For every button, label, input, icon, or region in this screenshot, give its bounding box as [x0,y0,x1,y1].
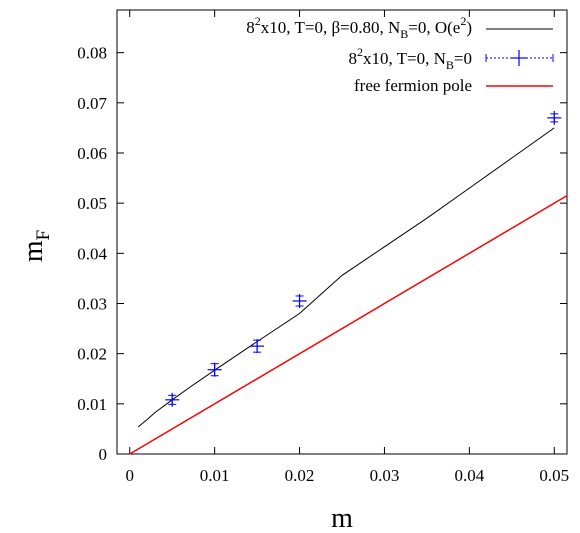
ticks [117,10,567,455]
series-line-3 [129,194,568,455]
y-tick-label: 0.03 [77,294,107,313]
y-tick-label: 0.07 [77,94,107,113]
data-point [250,339,265,354]
x-tick-label: 0.04 [454,466,484,485]
y-tick-label: 0.08 [77,44,107,63]
x-axis-label: m [331,503,353,533]
data-point [547,110,562,125]
y-tick-label: 0.05 [77,194,107,213]
data-point [292,293,307,308]
y-tick-label: 0.04 [77,244,107,263]
x-tick-label: 0.03 [370,466,400,485]
legend-label-3: free fermion pole [354,76,472,95]
plot-frame [116,9,568,455]
legend: 82x10, T=0, β=0.80, NB=0, O(e2) 82x10, T… [246,14,554,95]
x-tick-label: 0.02 [285,466,315,485]
y-tick-label: 0.02 [77,345,107,364]
series-line-1 [137,127,555,428]
x-tick-label: 0.05 [539,466,569,485]
x-tick-label: 0.01 [200,466,230,485]
legend-label-1: 82x10, T=0, β=0.80, NB=0, O(e2) [246,14,472,41]
series [129,110,568,455]
y-tick-label: 0.06 [77,144,107,163]
y-tick-label: 0.01 [77,395,107,414]
data-point [207,362,222,377]
data-point [165,392,180,407]
tick-labels: 0 0.01 0.02 0.03 0.04 0.05 0 0.01 0.02 0.03 0.04 0.… [77,44,569,485]
y-axis-label: mF [18,230,54,262]
svg-text:mF: mF [18,230,54,262]
x-tick-label: 0 [125,466,134,485]
legend-label-2: 82x10, T=0, NB=0 [348,45,472,72]
y-tick-label: 0 [99,445,108,464]
